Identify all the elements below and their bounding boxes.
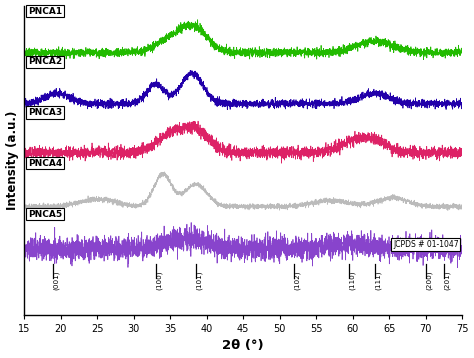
Text: PNCA3: PNCA3 [28, 108, 62, 117]
Text: (102): (102) [294, 270, 301, 290]
Text: (110): (110) [349, 270, 356, 290]
Text: (100): (100) [155, 270, 162, 290]
Text: JCPDS # 01-1047: JCPDS # 01-1047 [393, 240, 458, 250]
Text: PNCA1: PNCA1 [28, 7, 62, 16]
Y-axis label: Intensity (a.u.): Intensity (a.u.) [6, 111, 18, 210]
Text: (101): (101) [196, 270, 202, 290]
Text: PNCA2: PNCA2 [28, 57, 62, 66]
Text: PNCA5: PNCA5 [28, 209, 62, 218]
Text: (201): (201) [444, 270, 450, 290]
Text: (200): (200) [426, 270, 432, 290]
Text: (111): (111) [374, 270, 381, 290]
Text: (001): (001) [53, 270, 60, 290]
Text: PNCA4: PNCA4 [28, 159, 62, 168]
X-axis label: 2θ (°): 2θ (°) [222, 339, 264, 352]
